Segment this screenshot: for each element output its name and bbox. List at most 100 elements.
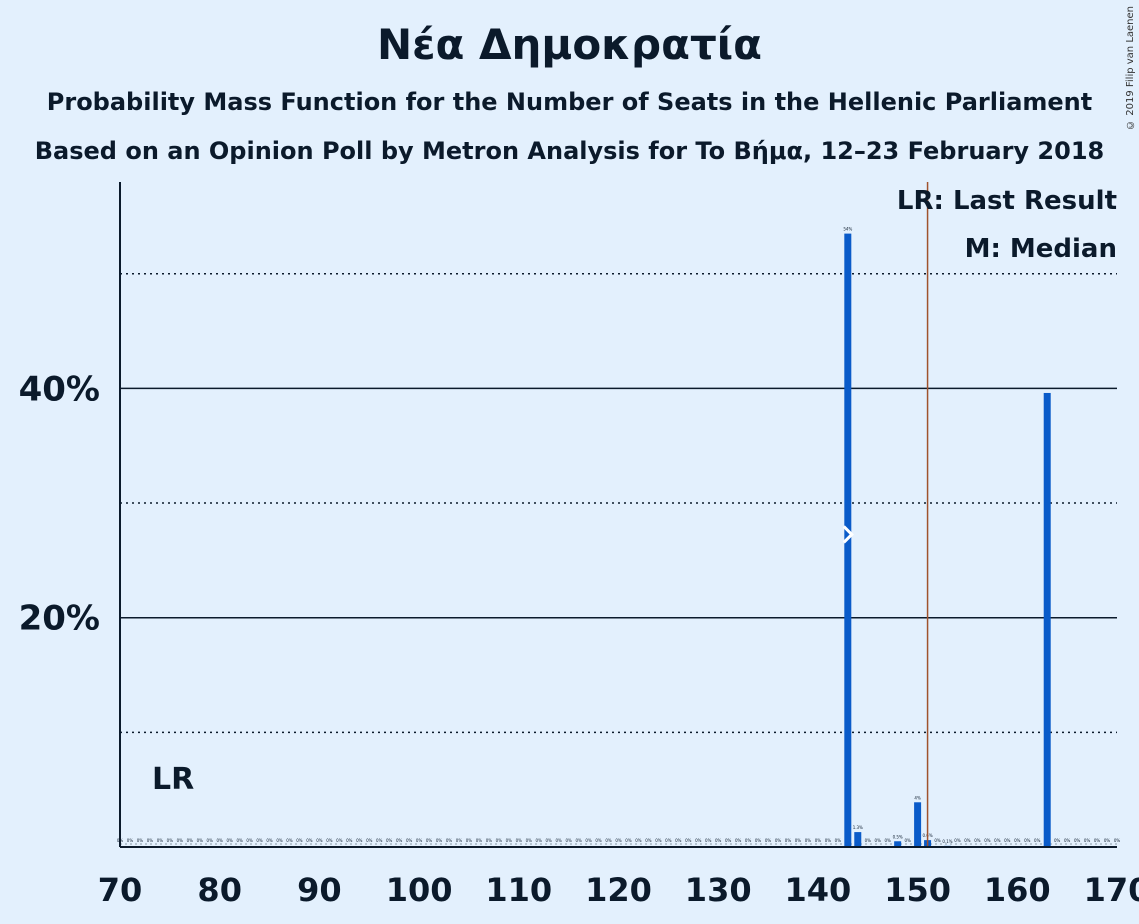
zero-label-139: 0% [805,838,812,843]
zero-label-87: 0% [286,838,293,843]
zero-label-103: 0% [446,838,453,843]
zero-label-135: 0% [765,838,772,843]
x-tick-label-160: 160 [984,871,1051,909]
zero-label-147: 0% [885,838,892,843]
chart-subtitle: Probability Mass Function for the Number… [46,88,1093,116]
zero-label-115: 0% [565,838,572,843]
x-tick-label-110: 110 [485,871,552,909]
zero-label-130: 0% [715,838,722,843]
zero-label-146: 0% [875,838,882,843]
zero-label-80: 0% [217,838,224,843]
zero-label-97: 0% [386,838,393,843]
zero-label-170: 0% [1114,838,1121,843]
bar-label-150: 4% [914,795,921,800]
zero-label-131: 0% [725,838,732,843]
zero-label-120: 0% [615,838,622,843]
zero-label-158: 0% [994,838,1001,843]
x-tick-label-100: 100 [386,871,453,909]
zero-label-83: 0% [246,838,253,843]
zero-label-90: 0% [316,838,323,843]
zero-label-165: 0% [1064,838,1071,843]
zero-label-116: 0% [575,838,582,843]
y-tick-label-20: 20% [19,599,100,639]
zero-label-98: 0% [396,838,403,843]
zero-label-92: 0% [336,838,343,843]
x-tick-label-150: 150 [884,871,951,909]
zero-label-129: 0% [705,838,712,843]
zero-label-88: 0% [296,838,303,843]
x-tick-label-90: 90 [297,871,342,909]
zero-label-118: 0% [595,838,602,843]
zero-label-157: 0% [984,838,991,843]
zero-label-84: 0% [256,838,263,843]
zero-label-110: 0% [516,838,523,843]
zero-label-140: 0% [815,838,822,843]
zero-label-101: 0% [426,838,433,843]
zero-label-78: 0% [197,838,204,843]
median-marker [842,525,854,544]
zero-label-105: 0% [466,838,473,843]
x-tick-label-170: 170 [1084,871,1139,909]
zero-labels: 0% 0% 0% 0% 0% 0% 0% 0% 0% 0% 0% 0% 0% 0% 0% 0% 0% 0% 0% 0%… [117,838,1121,843]
zero-label-123: 0% [645,838,652,843]
y-tick-label-40: 40% [19,369,100,409]
zero-label-75: 0% [167,838,174,843]
zero-label-93: 0% [346,838,353,843]
zero-label-133: 0% [745,838,752,843]
x-tick-label-140: 140 [785,871,852,909]
zero-label-121: 0% [625,838,632,843]
zero-label-96: 0% [376,838,383,843]
bar-label-153: 0.1% [942,839,952,844]
zero-label-102: 0% [436,838,443,843]
zero-label-107: 0% [486,838,493,843]
zero-label-134: 0% [755,838,762,843]
chart-subtitle-source: Based on an Opinion Poll by Metron Analy… [34,137,1105,165]
zero-label-161: 0% [1024,838,1031,843]
grid-lines [120,272,1117,845]
zero-label-76: 0% [177,838,184,843]
zero-label-152: 0% [934,838,941,843]
zero-label-136: 0% [775,838,782,843]
bar-148 [894,841,902,847]
zero-label-94: 0% [356,838,363,843]
zero-label-125: 0% [665,838,672,843]
zero-label-72: 0% [137,838,144,843]
zero-label-155: 0% [964,838,971,843]
zero-label-160: 0% [1014,838,1021,843]
zero-label-81: 0% [226,838,233,843]
zero-label-154: 0% [954,838,961,843]
bars: 54%1.3%0.5%4%0.6%0.1% [843,227,1051,847]
zero-label-126: 0% [675,838,682,843]
zero-label-95: 0% [366,838,373,843]
zero-label-74: 0% [157,838,164,843]
zero-label-132: 0% [735,838,742,843]
bar-label-148: 0.5% [893,834,903,839]
zero-label-156: 0% [974,838,981,843]
zero-label-100: 0% [416,838,423,843]
zero-label-168: 0% [1094,838,1101,843]
bar-150 [914,802,922,847]
zero-label-119: 0% [605,838,612,843]
legend-last-result: LR: Last Result [897,186,1117,216]
legend-median: M: Median [965,234,1117,264]
bar-163 [1043,392,1051,847]
zero-label-137: 0% [785,838,792,843]
x-tick-label-80: 80 [197,871,242,909]
zero-label-104: 0% [456,838,463,843]
zero-label-111: 0% [526,838,533,843]
x-tick-label-130: 130 [685,871,752,909]
zero-label-166: 0% [1074,838,1081,843]
zero-label-128: 0% [695,838,702,843]
x-tick-label-70: 70 [98,871,143,909]
zero-label-145: 0% [865,838,872,843]
zero-label-138: 0% [795,838,802,843]
zero-label-86: 0% [276,838,283,843]
zero-label-71: 0% [127,838,134,843]
zero-label-113: 0% [546,838,553,843]
zero-label-89: 0% [306,838,313,843]
zero-label-142: 0% [835,838,842,843]
zero-label-167: 0% [1084,838,1091,843]
zero-label-149: 0% [904,838,911,843]
zero-label-99: 0% [406,838,413,843]
